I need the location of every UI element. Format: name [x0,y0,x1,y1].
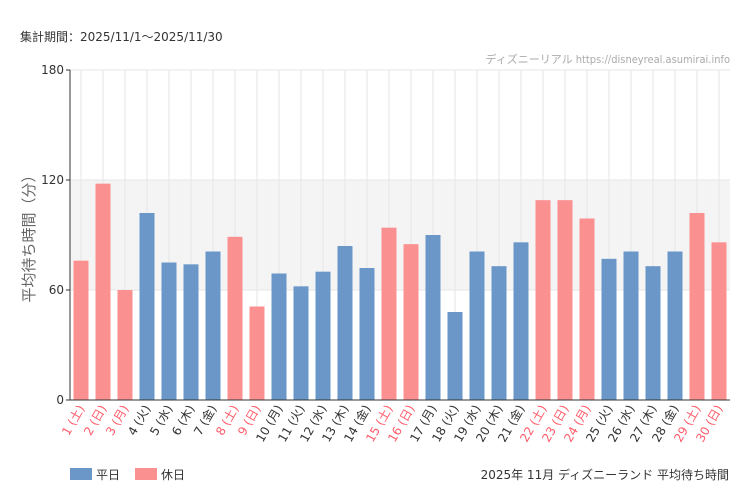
bar [535,200,551,400]
bar [271,273,287,400]
bar [117,290,133,400]
legend-swatch-holiday[interactable] [135,468,157,480]
bar [161,262,177,400]
bar [249,306,265,400]
bar [425,235,441,400]
y-tick-label: 0 [56,393,64,407]
bar [183,264,199,400]
bar [645,266,661,400]
period-label: 集計期間：2025/11/1〜2025/11/30 [20,29,223,44]
bar [601,258,617,400]
legend-swatch-weekday[interactable] [70,468,92,480]
bar [381,227,397,400]
bar [447,312,463,400]
bar [491,266,507,400]
legend-label-holiday[interactable]: 休日 [161,468,185,482]
bar [403,244,419,400]
chart-subtitle: 2025年 11月 ディズニーランド 平均待ち時間 [481,467,729,482]
bar [513,242,529,400]
bar [293,286,309,400]
bar [557,200,573,400]
bar [337,246,353,400]
bar [315,271,331,400]
bar [711,242,727,400]
bar [359,268,375,400]
y-tick-label: 120 [41,173,64,187]
bar [667,251,683,400]
legend-label-weekday[interactable]: 平日 [96,468,120,482]
bar [469,251,485,400]
y-tick-label: 60 [49,283,64,297]
bar [689,213,705,400]
bar [95,183,111,400]
bar [139,213,155,400]
legend: 平日 休日 [70,468,185,482]
bar [579,218,595,400]
bar [623,251,639,400]
y-tick-label: 180 [41,63,64,77]
bar [205,251,221,400]
bar [73,260,89,400]
y-axis-label: 平均待ち時間（分） [20,167,38,302]
bar [227,236,243,400]
credit-text: ディズニーリアル https://disneyreal.asumirai.inf… [486,52,730,66]
shaded-band [70,180,730,290]
